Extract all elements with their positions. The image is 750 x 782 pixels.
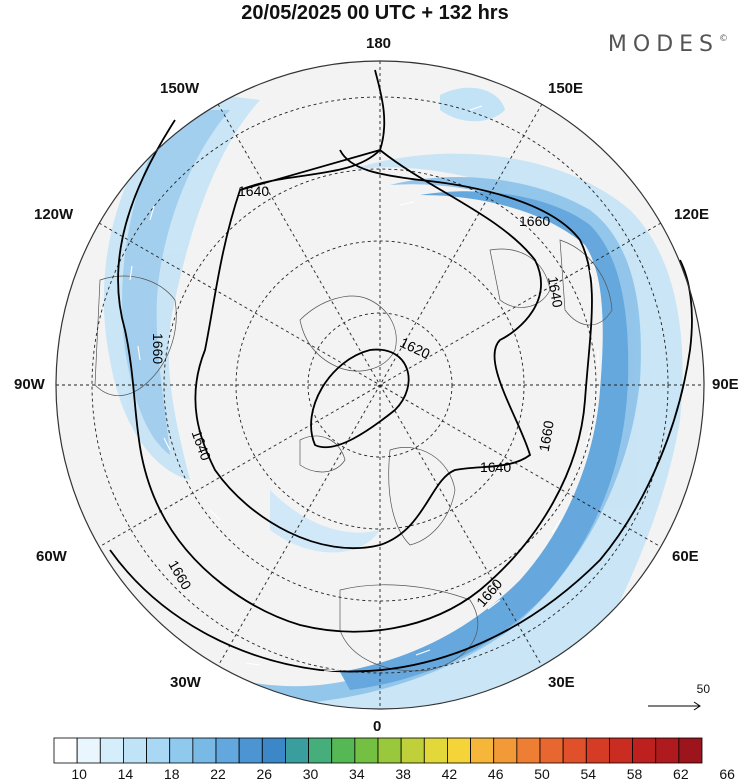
- colorbar-swatch: [123, 737, 147, 764]
- height-contours: [109, 69, 693, 673]
- colorbar-tick-label: 46: [487, 766, 504, 782]
- colorbar-swatch: [470, 737, 495, 764]
- lon-label-120w: 120W: [34, 206, 74, 223]
- lon-label-150e: 150E: [548, 80, 584, 97]
- lon-label-180: 180: [366, 35, 392, 52]
- colorbar-tick-label: 62: [673, 766, 689, 782]
- colorbar-tick-label: 34: [349, 766, 365, 782]
- wind-speed-shading: [103, 87, 683, 709]
- colorbar-tick-label: 14: [117, 766, 134, 782]
- colorbar-swatch: [493, 737, 518, 764]
- colorbar-swatch: [678, 737, 703, 764]
- contour-label: 1660: [519, 213, 550, 229]
- lon-label-120e: 120E: [674, 206, 710, 223]
- lon-label-150w: 150W: [160, 80, 200, 97]
- colorbar-swatch: [655, 737, 680, 764]
- contour-label: 1640: [480, 459, 511, 475]
- colorbar-tick-label: 30: [302, 766, 319, 782]
- colorbar-tick-label: 38: [395, 766, 411, 782]
- meridians: [56, 61, 704, 709]
- modes-logo: MODES©: [608, 32, 728, 57]
- colorbar-tick-label: 22: [210, 766, 226, 782]
- colorbar-tick-label: 18: [163, 766, 180, 782]
- contour-label: 1660: [536, 419, 557, 453]
- colorbar-swatch: [516, 737, 541, 764]
- colorbar-swatch: [308, 737, 333, 764]
- colorbar-swatch: [99, 737, 124, 764]
- reference-vector-label: 50: [696, 682, 710, 696]
- colorbar-swatch: [146, 737, 171, 764]
- colorbar-swatch: [609, 737, 633, 764]
- colorbar-swatch: [53, 737, 78, 764]
- colorbar-tick-label: 66: [719, 766, 735, 782]
- colorbar-tick-label: 58: [626, 766, 643, 782]
- colorbar-tick-label: 26: [256, 766, 273, 782]
- wind-vectors: [129, 105, 599, 672]
- colorbar-tick-label: 10: [71, 766, 87, 782]
- colorbar-swatch: [400, 737, 425, 764]
- chart-title: 20/05/2025 00 UTC + 132 hrs: [241, 2, 509, 24]
- colorbar-swatch: [331, 737, 356, 764]
- contour-label: 1640: [238, 183, 269, 199]
- coastlines: [94, 239, 613, 672]
- reference-vector: [648, 701, 701, 711]
- contour-label: 1660: [150, 333, 166, 364]
- colorbar-tick-label: 42: [441, 766, 458, 782]
- colorbar-swatch: [285, 737, 309, 764]
- lon-label-90w: 90W: [14, 376, 45, 393]
- colorbar-tick-label: 50: [534, 766, 550, 782]
- colorbar-swatch: [423, 737, 448, 764]
- colorbar-swatch: [585, 737, 610, 764]
- colorbar-swatch: [354, 737, 379, 764]
- contour-label: 1640: [545, 275, 566, 309]
- lon-label-60e: 60E: [672, 548, 699, 565]
- colorbar-swatch: [192, 737, 217, 764]
- colorbar-swatch: [377, 737, 402, 764]
- colorbar-swatch: [562, 737, 587, 764]
- lon-label-0: 0: [373, 718, 382, 735]
- colorbar-swatch: [238, 737, 263, 764]
- colorbar-swatch: [215, 737, 240, 764]
- colorbar-swatch: [169, 737, 194, 764]
- lon-label-90e: 90E: [712, 376, 739, 393]
- lon-label-30e: 30E: [548, 674, 575, 691]
- colorbar: [53, 737, 703, 764]
- map-border: [55, 60, 705, 710]
- colorbar-swatch: [447, 737, 471, 764]
- colorbar-swatch: [632, 737, 657, 764]
- lon-label-30w: 30W: [170, 674, 201, 691]
- copyright-icon: ©: [719, 34, 728, 44]
- logo-text: MODES: [607, 32, 719, 57]
- colorbar-swatch: [76, 737, 101, 764]
- lon-label-60w: 60W: [36, 548, 67, 565]
- colorbar-swatch: [261, 737, 286, 764]
- colorbar-swatch: [539, 737, 564, 764]
- colorbar-tick-label: 54: [580, 766, 597, 782]
